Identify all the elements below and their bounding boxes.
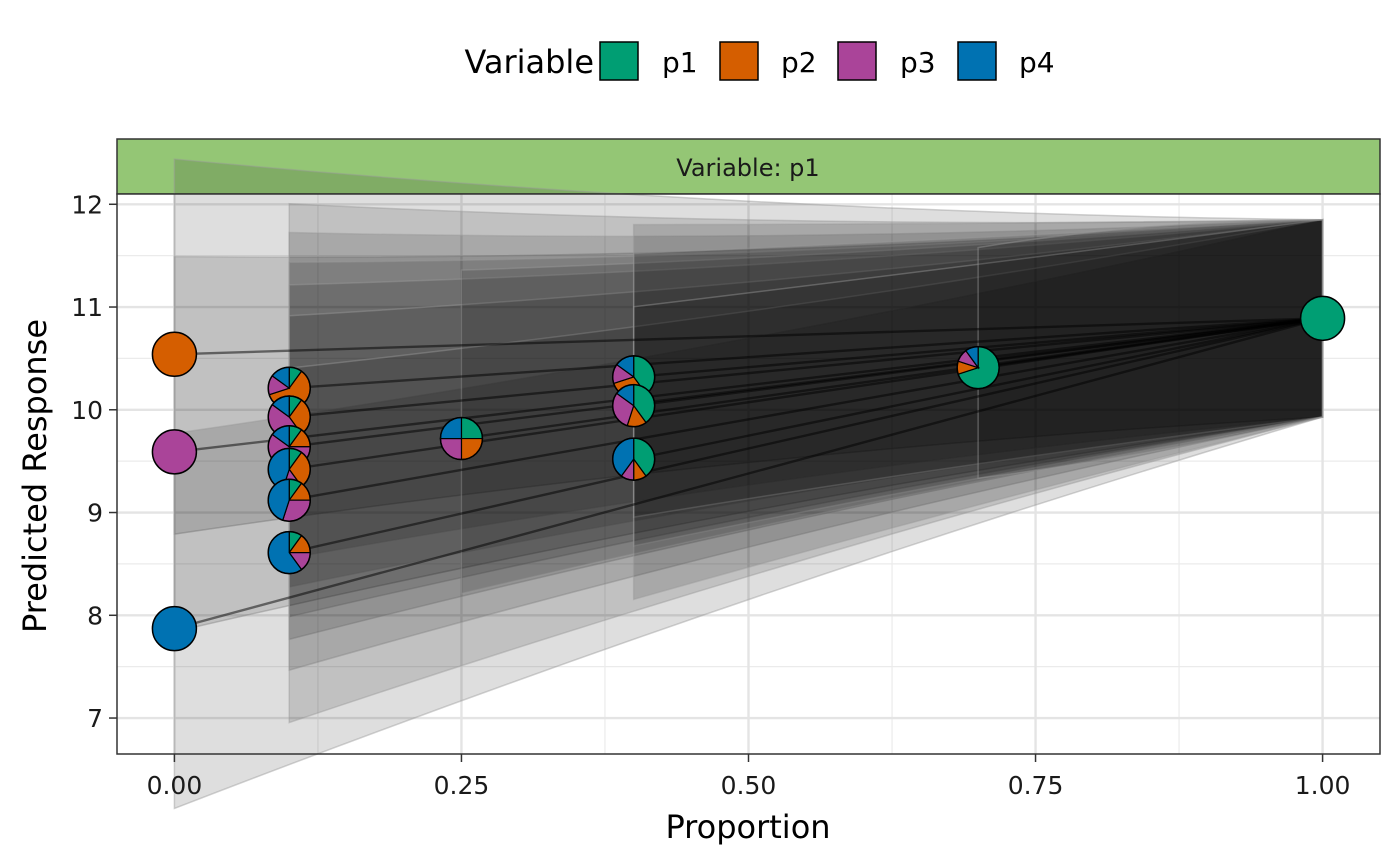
y-tick-label: 8 <box>87 601 103 630</box>
legend-key-p1 <box>599 41 639 81</box>
prediction-line <box>977 317 1323 369</box>
prediction-line <box>174 317 1323 454</box>
pie-outline <box>611 437 656 481</box>
prediction-band <box>632 218 1324 601</box>
pie-slice <box>151 331 198 378</box>
prediction-line <box>289 317 1323 502</box>
legend-label-p4: p4 <box>1019 46 1055 79</box>
prediction-band <box>288 218 1324 672</box>
pie-outline <box>439 416 484 461</box>
y-tick-label: 7 <box>87 704 103 733</box>
prediction-band <box>288 218 1324 724</box>
legend-key-p3 <box>837 41 877 81</box>
pie-point <box>439 416 484 461</box>
legend-title: Variable <box>464 43 594 81</box>
pie-outline <box>956 345 1000 390</box>
x-tick-label: 0.25 <box>434 771 490 800</box>
pie-point <box>151 605 198 652</box>
legend-key-p4 <box>957 41 997 81</box>
y-tick-label: 11 <box>71 293 103 322</box>
facet-strip <box>116 138 1381 195</box>
pie-slice <box>1299 295 1346 342</box>
x-tick-label: 0.00 <box>147 771 203 800</box>
x-tick-label: 1.00 <box>1295 771 1351 800</box>
y-tick-label: 9 <box>87 499 103 528</box>
y-axis: 7 8 9 10 11 12 <box>71 190 117 733</box>
pie-point <box>267 478 311 522</box>
x-tick-label: 0.50 <box>721 771 777 800</box>
legend-key-p2 <box>719 41 759 81</box>
legend-label-p3: p3 <box>900 46 936 79</box>
pie-point <box>956 345 1000 390</box>
x-axis: 0.00 0.25 0.50 0.75 1.00 <box>147 754 1351 800</box>
pie-outline <box>611 383 656 428</box>
prediction-band <box>173 218 1324 810</box>
legend-label-p2: p2 <box>781 46 817 79</box>
pie-outline <box>267 530 311 575</box>
pie-point <box>151 331 198 378</box>
pie-point <box>611 383 656 428</box>
pie-point <box>1299 295 1346 342</box>
pie-outline <box>267 478 311 522</box>
facet-label: Variable: p1 <box>676 154 819 182</box>
pie-point <box>151 429 198 475</box>
pie-slice <box>151 429 198 475</box>
legend: Variable p1 p2 p3 p4 <box>464 41 1055 81</box>
prediction-line <box>174 317 1323 630</box>
data-points <box>151 295 1346 652</box>
prediction-band <box>288 202 1324 560</box>
prediction-band <box>288 218 1324 641</box>
legend-label-p1: p1 <box>662 46 698 79</box>
y-axis-title: Predicted Response <box>16 319 54 633</box>
prediction-line <box>289 317 1323 390</box>
y-tick-label: 12 <box>71 190 103 219</box>
prediction-line <box>174 317 1323 356</box>
prediction-line <box>288 317 1323 554</box>
pie-point <box>611 437 656 481</box>
prediction-line <box>289 317 1323 419</box>
grid-lines <box>117 194 1380 754</box>
prediction-band <box>288 218 1324 618</box>
x-axis-title: Proportion <box>665 808 830 846</box>
x-tick-label: 0.75 <box>1008 771 1064 800</box>
prediction-band <box>173 218 1324 633</box>
y-tick-label: 10 <box>71 396 103 425</box>
pie-slice <box>151 605 198 652</box>
pie-point <box>267 530 311 575</box>
